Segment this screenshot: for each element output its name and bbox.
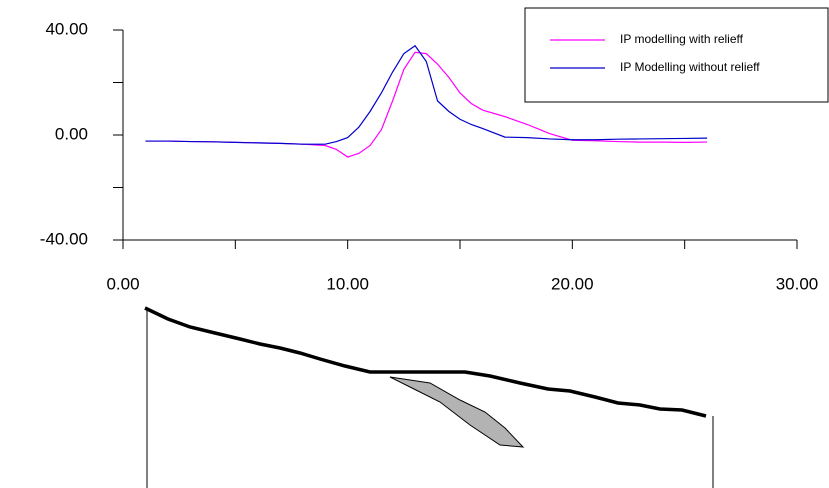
x-tick-label: 30.00 — [776, 274, 819, 293]
x-tick-label: 20.00 — [551, 274, 594, 293]
series-line — [145, 44, 708, 145]
topography — [144, 306, 707, 418]
legend-label: IP modelling with relieff — [620, 32, 744, 46]
x-tick-label: 0.00 — [106, 274, 139, 293]
legend-box — [524, 7, 829, 103]
legend-label: IP Modelling without relieff — [620, 60, 760, 74]
y-tick-label: -40.00 — [40, 229, 88, 248]
body — [389, 376, 525, 448]
y-tick-label: 40.00 — [45, 19, 88, 38]
cross-section — [144, 306, 714, 488]
y-tick-label: 0.00 — [55, 124, 88, 143]
x-tick-label: 10.00 — [326, 274, 369, 293]
